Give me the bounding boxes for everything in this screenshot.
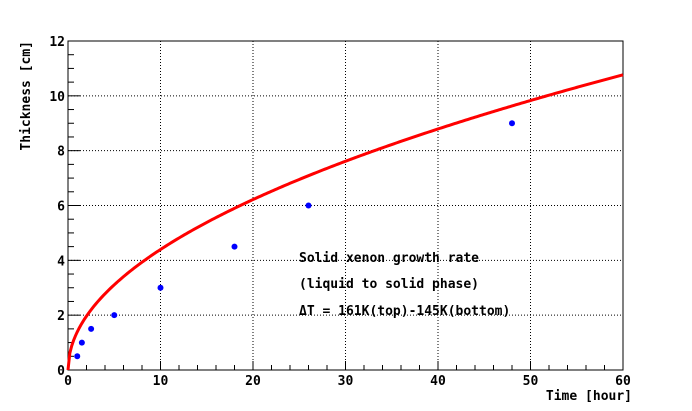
x-tick-label: 60 [615, 374, 631, 389]
y-tick-label: 2 [57, 309, 65, 324]
fit-curve [66, 73, 624, 371]
y-axis-title: Thickness [cm] [19, 41, 34, 151]
data-point [74, 353, 81, 360]
y-tick-label: 12 [49, 35, 65, 50]
x-tick-label: 30 [338, 374, 354, 389]
grid [68, 41, 623, 370]
data-point [88, 325, 95, 332]
x-tick-labels: 0 10 20 30 40 50 60 [64, 374, 631, 389]
y-tick-label: 10 [49, 90, 65, 105]
curves [66, 73, 624, 371]
x-axis-title: Time [hour] [546, 389, 632, 404]
y-tick-labels: 0 2 4 6 8 10 12 [49, 35, 65, 379]
y-tick-label: 6 [57, 200, 65, 215]
annotation-line-2: (liquid to solid phase) [299, 277, 479, 292]
y-tick-label: 4 [57, 254, 65, 269]
data-point [157, 284, 164, 291]
data-point [305, 202, 312, 209]
data-point [78, 339, 85, 346]
annotation-line-3: ΔT = 161K(top)-145K(bottom) [299, 304, 510, 319]
data-point [111, 312, 118, 319]
data-points [74, 120, 515, 360]
x-tick-label: 40 [430, 374, 446, 389]
x-tick-label: 0 [64, 374, 72, 389]
x-tick-label: 10 [153, 374, 169, 389]
y-tick-label: 0 [57, 364, 65, 379]
x-tick-label: 20 [245, 374, 261, 389]
y-tick-label: 8 [57, 145, 65, 160]
x-tick-label: 50 [523, 374, 539, 389]
data-point [509, 120, 515, 127]
data-point [231, 243, 238, 250]
annotation-line-1: Solid xenon growth rate [299, 251, 479, 266]
